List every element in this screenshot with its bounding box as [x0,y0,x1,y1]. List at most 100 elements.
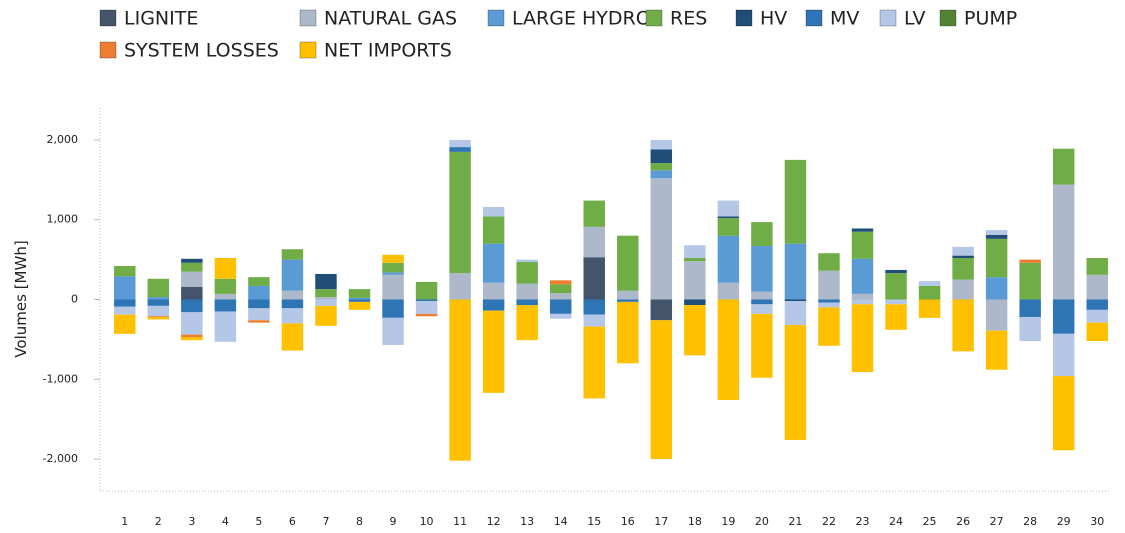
x-tick-label: 25 [923,515,937,528]
bar-segment [1086,309,1108,323]
bar-segment [985,330,1008,370]
x-tick-label: 9 [390,515,397,528]
bar-segment [181,286,203,300]
bar-segment [147,297,170,300]
bar-segment [516,261,538,284]
bar-segment [449,273,471,300]
bar-segment [1052,299,1075,334]
bar-segment [617,301,639,364]
bar-segment [583,299,605,315]
legend-swatch [299,41,317,59]
bar-segment [818,299,840,303]
bar-segment [281,323,304,351]
legend-swatch [939,9,957,27]
bar-segment [1019,299,1041,318]
bar-segment [851,231,874,259]
bar-segment [985,230,1008,235]
y-tick-label: -1,000 [43,372,78,385]
bar-segment [751,313,773,378]
bar-segment [684,261,706,300]
bar-segment [114,299,136,307]
bar-segment [214,293,237,300]
legend-swatch [487,9,505,27]
bar-segment [248,277,270,286]
x-tick-label: 20 [755,515,769,528]
bar-segment [382,262,404,273]
bar-segment [684,245,706,259]
bar-segment [684,305,706,356]
bar-segment [1086,299,1108,310]
x-tick-label: 24 [889,515,903,528]
x-tick-label: 11 [453,515,467,528]
bar-segment [382,254,404,263]
legend-swatch [299,9,317,27]
bar-segment [717,218,740,236]
legend-label: SYSTEM LOSSES [124,40,279,62]
bar-segment [684,299,706,306]
bar-segment [348,297,371,300]
legend-label: NATURAL GAS [324,8,457,30]
bar-segment [985,299,1008,331]
bar-segment [851,299,874,305]
bar-segment [985,234,1008,239]
bar-segment [885,304,907,330]
bar-segment [751,246,773,292]
bar-segment [583,226,605,258]
bar-segment [583,326,605,399]
bar-segment [248,308,270,321]
x-tick-label: 17 [654,515,668,528]
bar-segment [617,299,639,302]
bar-segment [516,259,538,262]
bar-segment [382,274,404,300]
bar-segment [214,299,237,312]
y-tick-label: 1,000 [47,213,79,226]
bar-segment [348,301,371,310]
bar-segment [818,270,840,300]
bar-segment [181,262,203,272]
bar-segment [516,305,538,341]
bar-segment [315,299,337,306]
bar-segment [482,206,505,217]
bar-segment [851,258,874,294]
x-tick-label: 15 [587,515,601,528]
bar-segment [181,312,203,335]
bar-segment [449,139,471,148]
x-tick-label: 26 [956,515,970,528]
bar-segment [1019,259,1041,263]
bar-segment [549,313,572,319]
x-tick-label: 30 [1090,515,1104,528]
bar-segment [851,304,874,373]
bar-segment [114,306,136,315]
legend-swatch [805,9,823,27]
bar-segment [449,299,471,461]
bar-segment [583,200,605,227]
x-tick-label: 7 [322,515,329,528]
bar-segment [382,272,404,275]
bar-segment [650,170,673,179]
legend-label: NET IMPORTS [324,40,452,62]
bar-segment [784,159,807,244]
bar-segment [348,299,371,302]
bar-segment [315,305,337,326]
bar-segment [818,253,840,271]
bar-segment [583,314,605,327]
bar-segment [1086,322,1108,341]
bar-segment [214,258,237,279]
bar-segment [751,299,773,305]
bar-segment [650,149,673,164]
legend-label: HV [760,8,787,30]
bar-segment [1086,258,1108,275]
bar-segment [918,299,941,318]
bar-segment [650,163,673,171]
bar-segment [617,290,639,300]
x-tick-label: 22 [822,515,836,528]
bar-segment [181,271,203,287]
x-tick-label: 13 [520,515,534,528]
bar-segment [516,299,538,306]
bar-segment [214,311,237,342]
bar-segment [415,313,438,317]
bar-segment [181,337,203,341]
x-tick-label: 27 [990,515,1004,528]
bar-segment [382,317,404,345]
